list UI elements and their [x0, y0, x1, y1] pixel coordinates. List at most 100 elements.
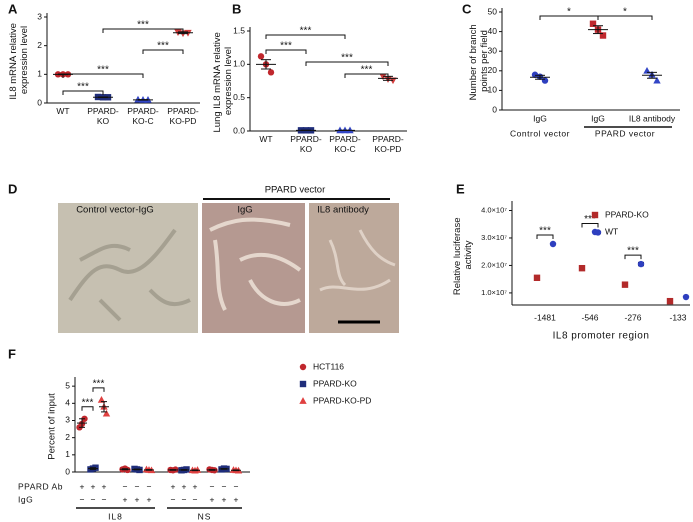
row-sign: +: [135, 494, 140, 504]
y-tick-label: 1: [65, 449, 70, 459]
row-sign: +: [91, 481, 96, 491]
y-tick-label: 1.0: [233, 59, 245, 69]
row-sign: −: [234, 481, 239, 491]
significance-label: ***: [137, 20, 149, 31]
significance-bracket: [265, 49, 307, 54]
panel-label: B: [232, 1, 241, 16]
group-label: PPARD vector: [595, 128, 655, 138]
group-label: IL8: [108, 511, 123, 521]
point: [637, 260, 645, 268]
point: [299, 380, 307, 388]
point: [299, 363, 307, 371]
significance-bracket: [92, 387, 105, 392]
legend-label: HCT116: [313, 361, 344, 371]
row-sign: +: [234, 494, 239, 504]
point: [533, 274, 541, 282]
point: [549, 240, 557, 248]
significance-label: ***: [539, 226, 551, 237]
caption: Control vector-IgG: [76, 205, 154, 216]
y-tick-label: 0: [65, 466, 70, 476]
significance-label: ***: [361, 65, 373, 76]
row-sign: +: [171, 481, 176, 491]
row-sign: −: [102, 494, 107, 504]
point: [257, 53, 265, 60]
row-label: PPARD Ab: [18, 481, 63, 491]
y-tick-label: 2: [37, 40, 42, 50]
y-tick-label: 5: [65, 380, 70, 390]
significance-bracket: [344, 73, 389, 78]
y-tick-label: 4: [65, 398, 70, 408]
panel-d: D PPARD vector Control vector-IgG IgG IL…: [8, 181, 399, 333]
row-sign: +: [80, 481, 85, 491]
significance-label: ***: [627, 246, 639, 257]
panel-label: C: [462, 1, 472, 16]
row-sign: +: [222, 494, 227, 504]
row-sign: −: [147, 481, 152, 491]
point: [531, 71, 539, 78]
x-tick-label: -276: [624, 312, 641, 322]
micrograph: [309, 203, 399, 333]
row-label: IgG: [18, 494, 33, 504]
row-sign: +: [102, 481, 107, 491]
significance-bracket: [305, 61, 389, 66]
x-axis-label: IL8 promoter region: [553, 331, 650, 342]
significance-label: ***: [77, 82, 89, 93]
texture: [68, 228, 191, 322]
x-tick-label: IL8 antibody: [629, 113, 676, 123]
panel-label: F: [8, 346, 16, 361]
row-sign: −: [182, 494, 187, 504]
point: [97, 396, 106, 403]
significance-bracket: [81, 406, 94, 411]
caption: IgG: [237, 205, 252, 216]
point: [666, 297, 674, 305]
x-tick-label: IgG: [533, 113, 547, 123]
row-sign: −: [171, 494, 176, 504]
y-tick-label: 2: [65, 432, 70, 442]
x-tick-label: PPARD-KO-C: [127, 106, 159, 126]
point: [682, 293, 690, 301]
y-tick-label: 1.5: [233, 25, 245, 35]
legend-label: PPARD-KO-PD: [313, 395, 371, 405]
y-axis-label: IL8 mRNA relative expression level: [8, 20, 30, 99]
significance-bracket: [62, 73, 144, 78]
y-tick-label: 3: [65, 415, 70, 425]
x-tick-label: WT: [56, 106, 69, 116]
y-tick-label: 2.0×10⁷: [481, 260, 507, 269]
significance-label: ***: [93, 379, 105, 390]
x-tick-label: IgG: [591, 113, 605, 123]
panel-label: A: [8, 1, 18, 16]
y-tick-label: 0: [37, 97, 42, 107]
y-tick-label: 40: [488, 26, 498, 36]
significance-label: ***: [280, 41, 292, 52]
point: [621, 281, 629, 288]
texture: [319, 229, 396, 292]
x-tick-label: PPARD-KO-C: [329, 134, 361, 154]
row-sign: −: [135, 481, 140, 491]
significance-bracket: [597, 15, 653, 20]
point: [599, 32, 607, 39]
significance-bracket: [142, 49, 184, 54]
row-sign: +: [210, 494, 215, 504]
point: [102, 409, 111, 417]
y-tick-label: 1: [37, 69, 42, 79]
row-sign: +: [123, 494, 128, 504]
group-label: NS: [198, 511, 212, 521]
y-tick-label: 50: [488, 6, 498, 16]
texture: [209, 217, 302, 311]
y-axis-label: Relative luciferase activity: [452, 215, 474, 295]
point: [267, 69, 275, 76]
y-tick-label: 3: [37, 11, 42, 21]
y-axis-label: Lung IL8 mRNA relative expression level: [212, 30, 234, 133]
significance-label: ***: [584, 214, 596, 225]
significance-label: ***: [97, 65, 109, 76]
y-tick-label: 3.0×10⁷: [481, 233, 507, 242]
x-tick-label: PPARD-KO: [87, 106, 119, 126]
row-sign: −: [80, 494, 85, 504]
point: [578, 264, 586, 272]
significance-bracket: [581, 222, 599, 228]
row-sign: +: [147, 494, 152, 504]
row-sign: −: [193, 494, 198, 504]
significance-label: *: [567, 7, 571, 18]
point: [591, 228, 599, 236]
significance-bracket: [102, 28, 184, 33]
